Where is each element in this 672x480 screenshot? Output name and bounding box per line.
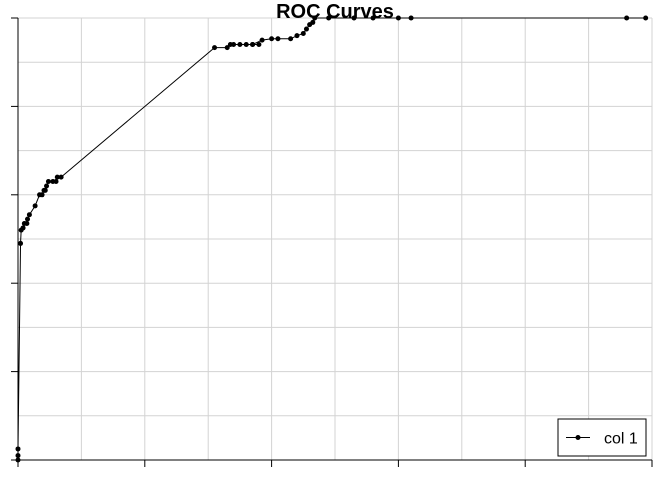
axis-layer [11, 17, 653, 467]
legend-series-label: col 1 [604, 431, 638, 448]
roc-data-point [294, 33, 300, 39]
roc-data-point [15, 453, 21, 459]
roc-data-point [288, 36, 294, 42]
roc-data-point [237, 42, 243, 48]
series-layer [15, 15, 649, 463]
roc-data-point [26, 212, 32, 218]
roc-data-point [58, 174, 64, 180]
roc-data-point [44, 183, 50, 189]
roc-data-point [256, 42, 262, 48]
roc-data-point [243, 42, 249, 48]
roc-data-point [624, 15, 630, 21]
roc-data-point [269, 36, 275, 42]
roc-data-point [42, 187, 48, 193]
roc-data-point [212, 45, 218, 51]
roc-data-point [25, 216, 31, 222]
roc-data-point [20, 225, 26, 231]
roc-data-point [395, 15, 401, 21]
roc-data-point [250, 42, 256, 48]
roc-data-point [53, 179, 59, 185]
roc-data-point [312, 15, 318, 21]
roc-data-point [18, 240, 24, 246]
roc-data-point [231, 42, 237, 48]
roc-data-point [32, 203, 38, 209]
legend-series-marker [575, 435, 581, 440]
roc-data-point [303, 26, 309, 32]
roc-data-point [54, 174, 60, 180]
roc-data-point [15, 457, 21, 463]
roc-data-point [326, 15, 332, 21]
roc-data-point [310, 19, 316, 25]
roc-data-point [45, 179, 51, 185]
roc-data-point [259, 37, 265, 43]
chart-title: ROC Curves [276, 1, 394, 23]
roc-data-point [370, 15, 376, 21]
grid-layer [17, 17, 653, 461]
roc-data-point [39, 192, 45, 198]
roc-data-point [643, 15, 649, 21]
roc-data-point [275, 36, 281, 42]
roc-data-point [24, 221, 30, 227]
legend: col 1 [557, 418, 647, 457]
roc-data-point [15, 446, 21, 452]
roc-data-point [300, 30, 306, 36]
roc-data-point [408, 15, 414, 21]
roc-data-point [351, 15, 357, 21]
roc-data-point [224, 45, 230, 51]
